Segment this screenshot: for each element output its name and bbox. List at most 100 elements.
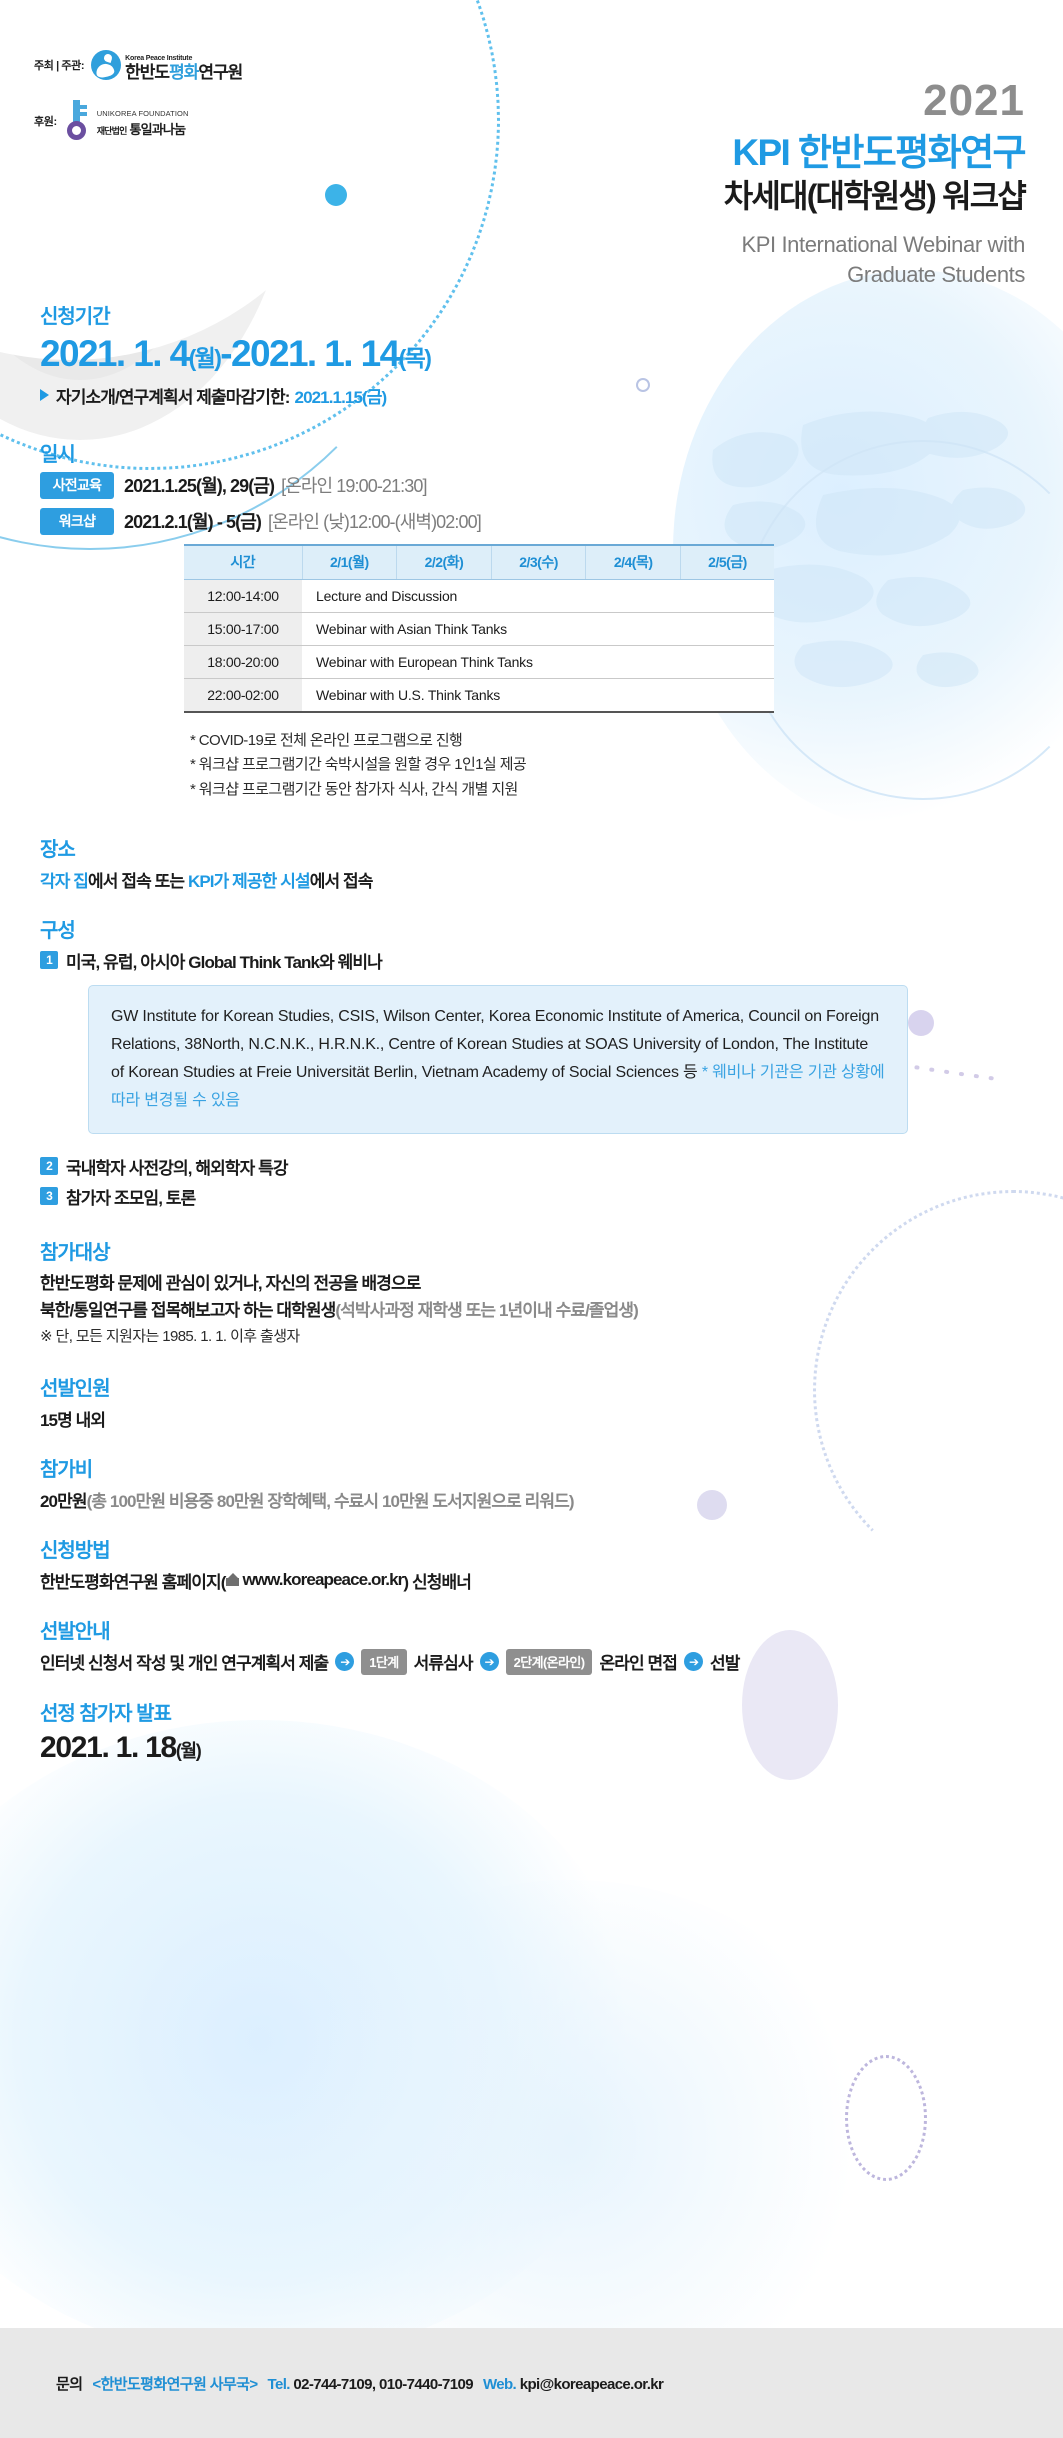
row-time: 18:00-20:00 xyxy=(184,645,302,679)
quota-value: 15명 내외 xyxy=(40,1410,106,1430)
host-row: 주최 | 주관: Korea Peace Institute 한반도평화연구원 xyxy=(34,48,243,82)
composition-item-3: 3 참가자 조모임, 토론 xyxy=(40,1184,1030,1209)
unikorea-logo-kor-main: 통일과나눔 xyxy=(129,122,186,137)
place-part-1: 각자 집 xyxy=(40,871,89,891)
footer-contact: 문의 <한반도평화연구원 사무국> Tel. 02-744-7109, 010-… xyxy=(0,2373,664,2394)
place-part-4: 에서 접속 xyxy=(309,871,374,891)
period-end-day: (목) xyxy=(398,345,432,371)
key-icon xyxy=(64,100,92,142)
announcement-date-day: (월) xyxy=(175,1740,202,1761)
organizer-block: 주최 | 주관: Korea Peace Institute 한반도평화연구원 … xyxy=(34,48,243,160)
row-desc: Webinar with European Think Tanks xyxy=(302,645,774,679)
unikorea-logo: UNIKOREA FOUNDATION 재단법인 통일과나눔 xyxy=(64,100,189,142)
section-place: 장소 각자 집에서 접속 또는 KPI가 제공한 시설에서 접속 xyxy=(40,833,1030,892)
fee-value: 20만원(총 100만원 비용중 80만원 장학혜택, 수료시 10만원 도서지… xyxy=(40,1487,1030,1512)
composition-item-3-label: 참가자 조모임, 토론 xyxy=(66,1188,196,1208)
pretraining-date: 2021.1.25(월), 29(금) xyxy=(124,476,275,497)
institutions-box: GW Institute for Korean Studies, CSIS, W… xyxy=(88,984,908,1134)
place-part-3: KPI가 제공한 시설 xyxy=(187,871,311,891)
selection-tag-1: 1단계 xyxy=(361,1648,407,1675)
composition-item-1: 1 미국, 유럽, 아시아 Global Think Tank와 웨비나 xyxy=(40,948,1030,973)
schedule-table: 시간 2/1(월) 2/2(화) 2/3(수) 2/4(목) 2/5(금) 12… xyxy=(184,543,774,713)
content-column: 신청기간 2021. 1. 4(월)-2021. 1. 14(목) 자기소개/연… xyxy=(40,300,1030,1765)
fee-heading: 참가비 xyxy=(40,1458,93,1481)
kpi-logo-kor-2: 연구원 xyxy=(198,63,243,82)
kpi-logo-kor: 한반도평화연구원 xyxy=(125,63,243,82)
section-fee: 참가비 20만원(총 100만원 비용중 80만원 장학혜택, 수료시 10만원… xyxy=(40,1453,1030,1512)
decor-blue-wash xyxy=(0,1720,640,2360)
place-heading: 장소 xyxy=(40,838,76,861)
number-badge-1: 1 xyxy=(40,951,58,970)
footer-label: 문의 xyxy=(56,2375,83,2393)
period-start-day: (월) xyxy=(188,345,222,371)
table-row: 15:00-17:00 Webinar with Asian Think Tan… xyxy=(184,612,774,646)
fee-amount: 20만원 xyxy=(40,1491,87,1511)
schedule-heading: 일시 xyxy=(40,443,76,466)
deadline-date: 2021.1.15(금) xyxy=(294,387,388,407)
unikorea-logo-kor-small: 재단법인 xyxy=(96,126,128,136)
how-to-apply-heading: 신청방법 xyxy=(40,1539,111,1562)
selection-step-2: 온라인 면접 xyxy=(599,1654,678,1674)
row-time: 15:00-17:00 xyxy=(184,612,302,646)
footer-tel-value[interactable]: 02-744-7109, 010-7440-7109 xyxy=(293,2375,473,2393)
row-desc: Webinar with U.S. Think Tanks xyxy=(302,678,774,713)
section-announcement: 선정 참가자 발표 2021. 1. 18(월) xyxy=(40,1697,1030,1765)
schedule-notes: * COVID-19로 전체 온라인 프로그램으로 진행 * 워크샵 프로그램기… xyxy=(190,729,1030,803)
arrow-right-icon: ➔ xyxy=(335,1652,355,1672)
sponsor-label: 후원: xyxy=(34,116,57,128)
place-part-2: 에서 접속 또는 xyxy=(88,871,188,891)
quota-heading: 선발인원 xyxy=(40,1377,111,1400)
workshop-date: 2021.2.1(월) - 5(금) xyxy=(124,512,262,533)
target-line-2-main: 북한/통일연구를 접목해보고자 하는 대학원생 xyxy=(40,1301,336,1321)
target-line-1: 한반도평화 문제에 관심이 있거나, 자신의 전공을 배경으로 xyxy=(40,1273,421,1293)
table-row: 12:00-14:00 Lecture and Discussion xyxy=(184,579,774,613)
announcement-date: 2021. 1. 18(월) xyxy=(40,1731,1030,1765)
decor-blue-wash-2 xyxy=(260,1880,880,2400)
apply-url[interactable]: www.koreapeace.or.kr xyxy=(242,1570,404,1590)
workshop-note: [온라인 (낮)12:00-(새벽)02:00] xyxy=(267,512,482,533)
footer-web-value[interactable]: kpi@koreapeace.or.kr xyxy=(519,2375,664,2393)
schedule-note: * COVID-19로 전체 온라인 프로그램으로 진행 xyxy=(190,731,463,749)
host-label: 주최 | 주관: xyxy=(34,60,85,72)
selection-step-3: 선발 xyxy=(710,1654,740,1674)
year-label: 2021 xyxy=(923,76,1025,125)
kpi-logo-eng: Korea Peace Institute xyxy=(125,55,193,62)
period-start: 2021. 1. 4 xyxy=(40,333,190,374)
footer-office: <한반도평화연구원 사무국> xyxy=(92,2375,258,2393)
section-how-to-apply: 신청방법 한반도평화연구원 홈페이지(www.koreapeace.or.kr)… xyxy=(40,1534,1030,1593)
schedule-row-workshop: 워크샵 2021.2.1(월) - 5(금) [온라인 (낮)12:00-(새벽… xyxy=(40,507,1030,535)
selection-step-1: 서류심사 xyxy=(413,1654,474,1674)
composition-heading: 구성 xyxy=(40,919,76,942)
application-period-dates: 2021. 1. 4(월)-2021. 1. 14(목) xyxy=(40,333,1030,375)
title-english-line2: Graduate Students xyxy=(847,261,1025,287)
target-heading: 참가대상 xyxy=(40,1241,111,1264)
section-target: 참가대상 한반도평화 문제에 관심이 있거나, 자신의 전공을 배경으로 북한/… xyxy=(40,1236,1030,1350)
schedule-note: * 워크샵 프로그램기간 동안 참가자 식사, 간식 개별 지원 xyxy=(190,781,518,799)
dove-icon xyxy=(91,50,122,80)
kpi-logo: Korea Peace Institute 한반도평화연구원 xyxy=(91,48,243,82)
section-selection: 선발안내 인터넷 신청서 작성 및 개인 연구계획서 제출 ➔ 1단계 서류심사… xyxy=(40,1615,1030,1675)
section-schedule: 일시 사전교육 2021.1.25(월), 29(금) [온라인 19:00-2… xyxy=(40,438,1030,803)
submission-deadline-row: 자기소개/연구계획서 제출마감기한: 2021.1.15(금) xyxy=(40,383,1030,408)
section-quota: 선발인원 15명 내외 xyxy=(40,1372,1030,1431)
composition-item-1-label: 미국, 유럽, 아시아 Global Think Tank와 웨비나 xyxy=(66,952,383,972)
title-english-line1: KPI International Webinar with xyxy=(741,232,1025,258)
triangle-bullet-icon xyxy=(40,389,49,402)
badge-workshop: 워크샵 xyxy=(40,507,114,535)
fee-detail: (총 100만원 비용중 80만원 장학혜택, 수료시 10만원 도서지원으로 … xyxy=(86,1491,575,1511)
table-row: 18:00-20:00 Webinar with European Think … xyxy=(184,645,774,679)
number-badge-3: 3 xyxy=(40,1187,58,1206)
selection-step-0: 인터넷 신청서 작성 및 개인 연구계획서 제출 xyxy=(40,1654,329,1674)
row-time: 22:00-02:00 xyxy=(184,678,302,713)
composition-item-2: 2 국내학자 사전강의, 해외학자 특강 xyxy=(40,1154,1030,1179)
table-row: 22:00-02:00 Webinar with U.S. Think Tank… xyxy=(184,678,774,713)
arrow-right-icon: ➔ xyxy=(684,1652,704,1672)
period-separator: - xyxy=(220,333,232,374)
decor-dot-blue xyxy=(325,184,347,206)
place-text: 각자 집에서 접속 또는 KPI가 제공한 시설에서 접속 xyxy=(40,867,1030,892)
target-line-3: ※ 단, 모든 지원자는 1985. 1. 1. 이후 출생자 xyxy=(40,1328,300,1346)
target-line-2: 북한/통일연구를 접목해보고자 하는 대학원생(석박사과정 재학생 또는 1년이… xyxy=(40,1297,1030,1324)
table-header-day3: 2/3(수) xyxy=(491,543,587,580)
footer-web-label: Web. xyxy=(482,2375,517,2393)
